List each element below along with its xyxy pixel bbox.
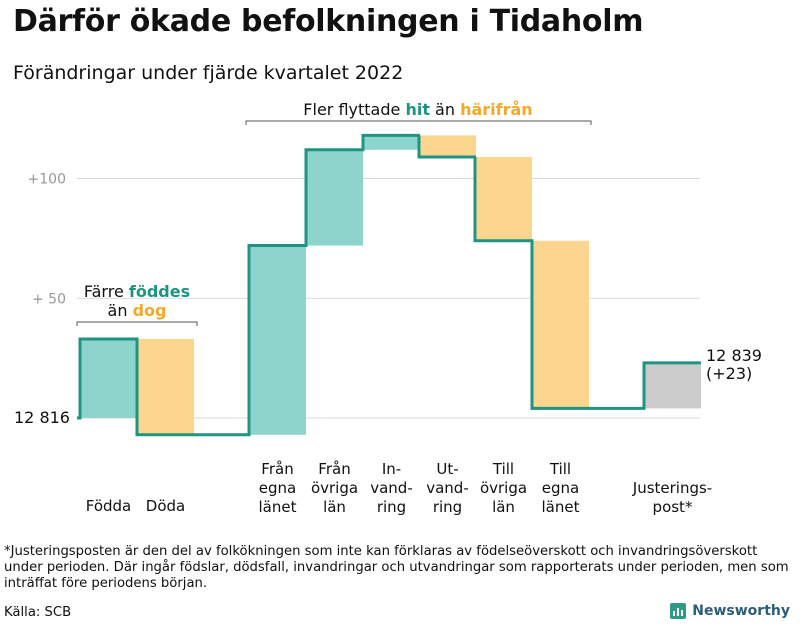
category-label: Till (492, 460, 514, 478)
category-label: länet (542, 498, 580, 516)
bars (80, 135, 701, 435)
y-tick-label: + 50 (32, 291, 66, 307)
bar-8 (532, 240, 589, 409)
end-value-label: 12 839 (706, 346, 762, 365)
category-label: Döda (146, 497, 185, 515)
category-labels: Födda DödaFrånegnalänetFrånövrigalänIn-va… (86, 460, 712, 516)
y-tick-labels: +100 + 50 (28, 172, 66, 308)
start-value-label: 12 816 (14, 408, 70, 427)
footnote: *Justeringsposten är den del av folkökni… (4, 544, 789, 591)
bar-3 (249, 245, 306, 435)
y-tick-label: +100 (28, 172, 66, 188)
bar-6 (419, 135, 476, 157)
bar-chart-logo-icon (670, 603, 687, 619)
chart-subtitle: Förändringar under fjärde kvartalet 2022 (13, 62, 404, 84)
brand-name: Newsworthy (692, 603, 790, 619)
bar-5 (363, 135, 420, 150)
category-label: ring (377, 498, 406, 516)
births-annotation-line-2: än dog (108, 301, 167, 320)
bar-9 (644, 362, 701, 409)
births-annotation-line-1: Färre föddes (84, 282, 190, 301)
category-label: vand- (370, 479, 413, 497)
category-label: Justerings- (632, 479, 712, 497)
category-label: Från (318, 460, 350, 478)
category-label: egna (259, 479, 296, 497)
end-change-label: (+23) (706, 364, 752, 383)
migration-annotation-bracket (245, 120, 592, 125)
births-annotation-bracket (76, 321, 198, 326)
category-label: länet (259, 498, 297, 516)
brand: Newsworthy (670, 603, 790, 619)
bar-4 (306, 149, 363, 246)
chart-title: Därför ökade befolkningen i Tidaholm (13, 4, 644, 39)
category-label: län (492, 498, 515, 516)
value-labels: 12 816 12 839(+23) (14, 346, 762, 427)
category-label: Från (261, 460, 293, 478)
migration-annotation: Fler flyttade hit än härifrån (303, 100, 532, 119)
category-label: övriga (311, 479, 358, 497)
category-label: egna (542, 479, 579, 497)
category-label: post* (653, 498, 693, 516)
category-label: övriga (480, 479, 527, 497)
category-label: Ut- (436, 460, 458, 478)
category-label: vand- (426, 479, 469, 497)
bar-1 (80, 338, 137, 418)
category-label: län (323, 498, 346, 516)
waterfall-chart: +100 + 50 12 816 12 839(+23) Färre föddesä… (14, 100, 762, 516)
bar-2 (137, 338, 194, 435)
cumulative-step-line (77, 133, 701, 437)
category-label: Födda (86, 497, 132, 515)
category-label: ring (433, 498, 462, 516)
category-label: Till (549, 460, 571, 478)
bar-7 (475, 156, 532, 241)
category-label: In- (382, 460, 401, 478)
source-label: Källa: SCB (4, 605, 72, 620)
